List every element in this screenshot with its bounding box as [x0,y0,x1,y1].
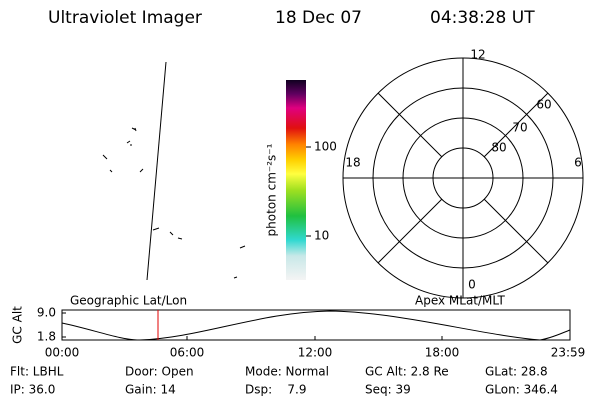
time: 04:38:28 UT [430,8,535,28]
status-field: IP: 36.0 [10,383,55,397]
header: Ultraviolet Imager 18 Dec 07 04:38:28 UT [48,8,535,28]
mlt-label: 12 [470,48,485,62]
orbit-left-title: Geographic Lat/Lon [70,294,187,308]
x-tick-label: 12:00 [298,346,333,360]
mlt-label: 6 [574,156,582,170]
status-field: Mode: Normal [245,365,329,379]
colorbar-tick-label: 100 [314,140,337,154]
mlt-lines [343,58,583,298]
lat-label: 60 [536,98,551,112]
x-tick-label: 18:00 [425,346,460,360]
aurora-fragments [102,127,246,279]
title: Ultraviolet Imager [48,8,202,28]
orbit-panel: Geographic Lat/Lon Apex MLat/MLT 9.0 1.8… [11,294,586,360]
status-field: Flt: LBHL [10,365,64,379]
image-panel [102,61,246,281]
orbit-right-title: Apex MLat/MLT [415,294,505,308]
mlt-label: 18 [345,156,360,170]
y-tick-label: 1.8 [37,330,56,344]
footer: Flt: LBHL Door: Open Mode: Normal GC Alt: 2… [10,365,558,397]
limb-line [146,61,167,281]
colorbar-tick-label: 10 [314,229,329,243]
altitude-curve [61,310,571,341]
status-field: Seq: 39 [365,383,411,397]
orbit-ticks [61,312,571,340]
mlt-label: 0 [468,278,476,292]
status-field: GC Alt: 2.8 Re [365,365,449,379]
colorbar-label: photon cm⁻²s⁻¹ [265,143,279,236]
date: 18 Dec 07 [275,8,362,28]
lat-label: 70 [512,121,527,135]
polar-grid: 12 18 6 0 60 70 80 [342,48,584,299]
x-tick-label: 00:00 [45,346,80,360]
color-scale [286,80,306,280]
y-axis-label: GC Alt [11,306,25,344]
status-field: GLon: 346.4 [485,383,558,397]
status-field: Dsp: 7.9 [245,383,307,397]
status-field: Gain: 14 [125,383,176,397]
y-tick-label: 9.0 [37,306,56,320]
x-tick-label: 06:00 [170,346,205,360]
status-field: Door: Open [125,365,194,379]
x-tick-label: 23:59 [551,346,586,360]
lat-label: 80 [491,141,506,155]
status-field: GLat: 28.8 [485,365,548,379]
colorbar: 100 10 photon cm⁻²s⁻¹ [265,80,337,280]
orbit-frame [61,309,571,341]
